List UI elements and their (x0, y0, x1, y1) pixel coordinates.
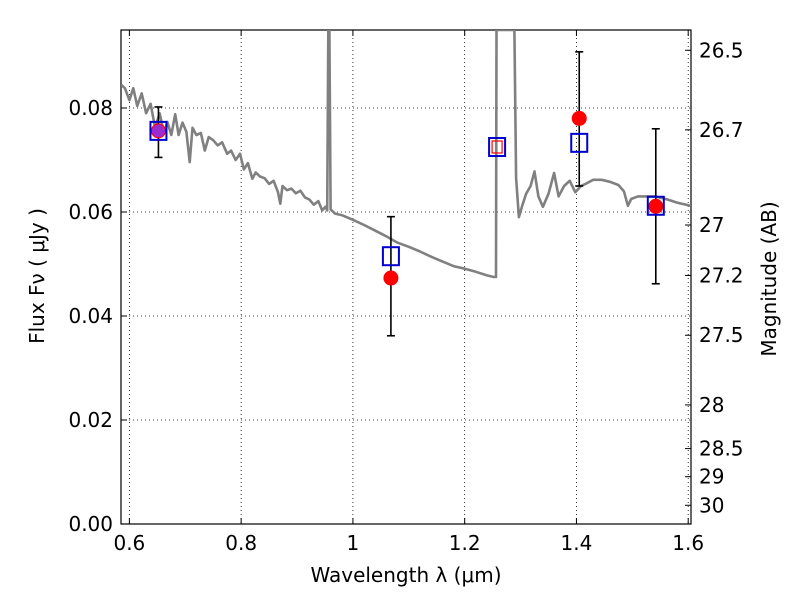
model-flux-point (646, 195, 665, 216)
model-spectrum-line (121, 30, 691, 279)
y-tick-label: 0.04 (68, 304, 113, 328)
right-tick-label: 26.7 (699, 118, 744, 142)
right-tick-label: 27 (699, 213, 724, 237)
observed-flux-point (571, 110, 587, 126)
axes: 0.6 0.8 1 1.2 1.4 1.6 0.00 0.02 0.04 0.06 0.08 26.5… (68, 29, 744, 555)
y-tick-label: 0.02 (68, 408, 113, 432)
x-tick-label: 1.2 (449, 531, 481, 555)
y-tick-label: 0.00 (68, 512, 113, 536)
right-tick-label: 26.5 (699, 38, 744, 62)
plot-frame (120, 29, 692, 525)
x-tick-label: 1 (347, 531, 360, 555)
x-axis-label: Wavelength λ (μm) (310, 563, 501, 587)
right-tick-label: 29 (699, 465, 724, 489)
observed-flux-point (383, 270, 399, 286)
model-flux-point (570, 132, 589, 153)
right-axis-label: Magnitude (AB) (757, 201, 781, 356)
y-tick-label: 0.06 (68, 200, 113, 224)
data-series (121, 30, 691, 337)
x-tick-label: 0.8 (225, 531, 257, 555)
observed-flux-point (648, 198, 664, 214)
right-tick-label: 27.5 (699, 323, 744, 347)
observed-flux-point (491, 140, 503, 154)
right-tick-label: 30 (699, 493, 724, 517)
y-axis-label: Flux Fν ( μJy ) (25, 208, 49, 344)
right-tick-label: 28.5 (699, 437, 744, 461)
model-flux-point (149, 120, 168, 141)
grid (121, 30, 691, 525)
model-flux-point (488, 137, 507, 157)
x-tick-label: 1.6 (672, 531, 704, 555)
right-tick-label: 28 (699, 393, 724, 417)
right-tick-label: 27.2 (699, 263, 744, 287)
model-flux-point (381, 246, 400, 267)
y-tick-label: 0.08 (68, 96, 113, 120)
x-tick-label: 1.4 (561, 531, 593, 555)
overlap-point (151, 124, 165, 138)
x-tick-label: 0.6 (113, 531, 145, 555)
